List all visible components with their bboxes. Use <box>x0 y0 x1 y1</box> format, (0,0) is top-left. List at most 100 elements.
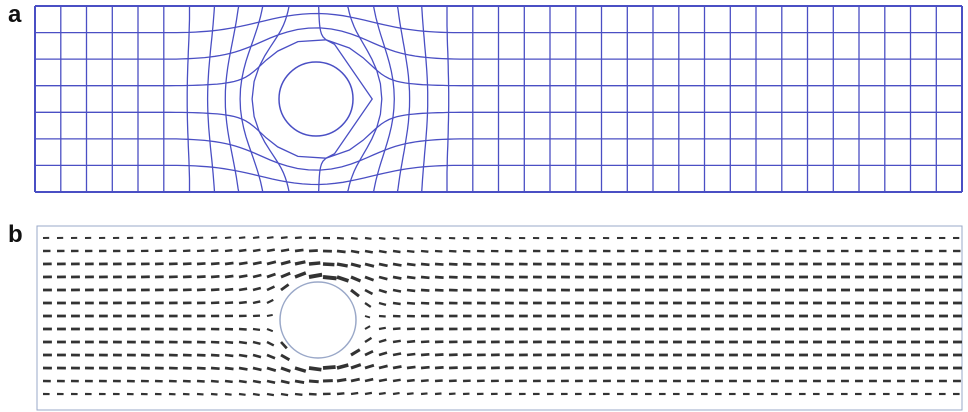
vector <box>224 340 234 344</box>
vector <box>420 262 430 267</box>
vector <box>420 352 430 357</box>
vector <box>392 301 401 306</box>
vector <box>364 302 372 308</box>
vector <box>266 340 275 347</box>
vector <box>238 261 248 266</box>
vector <box>252 260 262 266</box>
vector <box>364 249 374 254</box>
vector <box>378 314 386 318</box>
vector <box>392 249 401 254</box>
vector <box>406 262 416 267</box>
vector <box>364 275 375 282</box>
vector <box>294 392 303 396</box>
vector <box>406 301 416 305</box>
vector <box>196 275 206 279</box>
vector <box>392 327 401 331</box>
vector <box>280 341 288 350</box>
vector <box>280 392 289 397</box>
vector <box>336 363 349 370</box>
vector <box>364 350 374 357</box>
vector <box>224 366 234 371</box>
vector <box>224 249 233 253</box>
vector <box>308 272 323 279</box>
panel-label: b <box>8 221 23 248</box>
vector <box>406 236 414 240</box>
vector <box>224 353 234 358</box>
vector <box>308 379 319 384</box>
vector <box>406 365 416 370</box>
vector <box>392 392 400 396</box>
vector <box>364 325 371 330</box>
vector <box>238 366 248 371</box>
vector <box>224 301 234 305</box>
vector <box>392 275 402 280</box>
vector <box>238 274 248 279</box>
vector <box>364 236 372 240</box>
vector <box>378 249 387 254</box>
vector <box>294 366 307 373</box>
vector <box>266 379 276 384</box>
vector <box>238 248 247 253</box>
vector <box>392 378 401 383</box>
vector <box>210 288 220 292</box>
vector <box>322 275 337 281</box>
vector <box>266 328 274 333</box>
vector <box>224 236 232 240</box>
vector <box>238 327 247 331</box>
vector <box>252 327 261 332</box>
vector <box>266 285 276 292</box>
vector <box>336 275 350 283</box>
vector <box>420 236 428 240</box>
mesh-line <box>206 5 216 193</box>
vector <box>336 249 346 254</box>
vector <box>378 301 387 307</box>
vector <box>392 352 402 357</box>
vector <box>294 379 305 385</box>
vector <box>252 273 262 279</box>
vector <box>434 275 444 279</box>
vector <box>196 249 205 253</box>
vector <box>196 379 205 383</box>
vector <box>350 391 359 396</box>
vector <box>364 315 371 319</box>
vector <box>406 249 415 253</box>
vector <box>238 379 247 384</box>
vector <box>252 366 262 372</box>
vector <box>350 348 361 357</box>
vector <box>266 272 276 279</box>
vector <box>378 326 386 331</box>
vector <box>224 274 234 279</box>
vector <box>238 300 247 305</box>
vector <box>224 261 234 266</box>
vector <box>336 262 349 268</box>
vector <box>224 287 234 292</box>
vector <box>266 248 276 253</box>
panel-label: a <box>8 1 22 28</box>
mesh-line <box>239 5 264 193</box>
vector <box>252 236 260 240</box>
mesh-line <box>396 5 411 193</box>
vector <box>350 275 362 283</box>
vector <box>406 275 416 280</box>
vector <box>406 378 415 383</box>
vector <box>210 236 218 240</box>
vector <box>434 249 443 253</box>
vector <box>364 391 373 396</box>
mesh-line <box>372 5 395 193</box>
vector <box>350 249 360 254</box>
vector <box>210 366 220 371</box>
mesh-line <box>421 5 429 193</box>
vector <box>364 262 375 268</box>
vector <box>210 392 218 396</box>
vector <box>406 339 416 344</box>
vector <box>420 275 430 280</box>
vector <box>280 236 288 240</box>
vector <box>420 249 429 253</box>
vector <box>238 236 246 240</box>
vector <box>434 366 444 370</box>
vector <box>350 363 362 370</box>
vector <box>266 353 276 360</box>
vector <box>280 260 291 266</box>
vector <box>252 300 261 305</box>
vector <box>378 236 386 240</box>
